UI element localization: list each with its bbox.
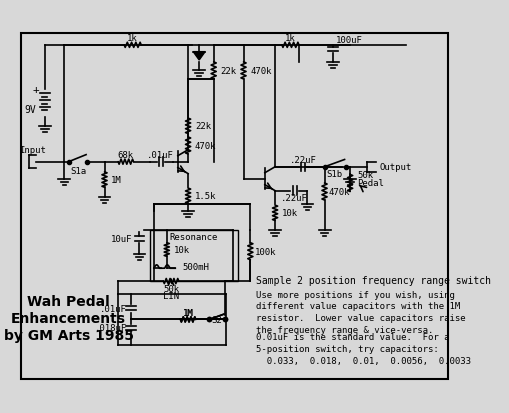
Text: Output: Output bbox=[380, 163, 412, 172]
Text: .018uF: .018uF bbox=[95, 324, 127, 332]
Text: 50k: 50k bbox=[357, 171, 373, 180]
Text: 10k: 10k bbox=[174, 245, 190, 254]
Text: S1b: S1b bbox=[327, 170, 343, 179]
Text: 470k: 470k bbox=[250, 67, 272, 76]
Text: 1k: 1k bbox=[285, 34, 296, 43]
Text: S1a: S1a bbox=[70, 166, 86, 175]
Text: 100k: 100k bbox=[254, 247, 276, 256]
Text: .22uF: .22uF bbox=[290, 156, 317, 165]
Text: 100uF: 100uF bbox=[335, 36, 362, 45]
Text: Sample 2 position frequency range switch: Sample 2 position frequency range switch bbox=[257, 275, 491, 285]
Text: Use more positions if you wish, using
different value capacitors with the 1M
res: Use more positions if you wish, using di… bbox=[257, 290, 466, 334]
Text: 68k: 68k bbox=[118, 151, 134, 160]
Polygon shape bbox=[193, 52, 205, 61]
Text: 22k: 22k bbox=[220, 67, 237, 76]
Text: Wah Pedal: Wah Pedal bbox=[27, 294, 110, 308]
Bar bbox=[150, 230, 238, 281]
Text: +: + bbox=[33, 85, 40, 95]
Text: 1M: 1M bbox=[111, 176, 122, 185]
Text: Resonance: Resonance bbox=[169, 233, 218, 242]
Text: 50k: 50k bbox=[163, 285, 179, 294]
Text: 0.01uF is the standard value.  For a
5-position switch, try capacitors:
  0.033,: 0.01uF is the standard value. For a 5-po… bbox=[257, 332, 471, 365]
Text: S2: S2 bbox=[212, 315, 222, 324]
Text: 1.5k: 1.5k bbox=[195, 192, 216, 201]
Text: 1M: 1M bbox=[183, 309, 193, 317]
Text: Input: Input bbox=[19, 146, 46, 155]
Text: .01uF: .01uF bbox=[148, 151, 174, 160]
Text: 22k: 22k bbox=[195, 122, 211, 131]
Text: 10k: 10k bbox=[282, 209, 298, 218]
Text: 10uF: 10uF bbox=[111, 234, 133, 243]
Text: 1M: 1M bbox=[183, 309, 193, 317]
Text: Enhancements: Enhancements bbox=[11, 311, 126, 325]
Text: .01uF: .01uF bbox=[100, 304, 127, 313]
Text: 500mH: 500mH bbox=[182, 262, 209, 271]
Text: LIN: LIN bbox=[163, 291, 179, 300]
Text: .22uF: .22uF bbox=[281, 194, 308, 202]
Text: 9V: 9V bbox=[24, 104, 36, 114]
Text: by GM Arts 1985: by GM Arts 1985 bbox=[4, 328, 134, 342]
Text: 470k: 470k bbox=[329, 188, 350, 197]
Text: Pedal: Pedal bbox=[357, 178, 384, 187]
Text: 1k: 1k bbox=[127, 34, 138, 43]
Text: 470k: 470k bbox=[195, 142, 216, 151]
